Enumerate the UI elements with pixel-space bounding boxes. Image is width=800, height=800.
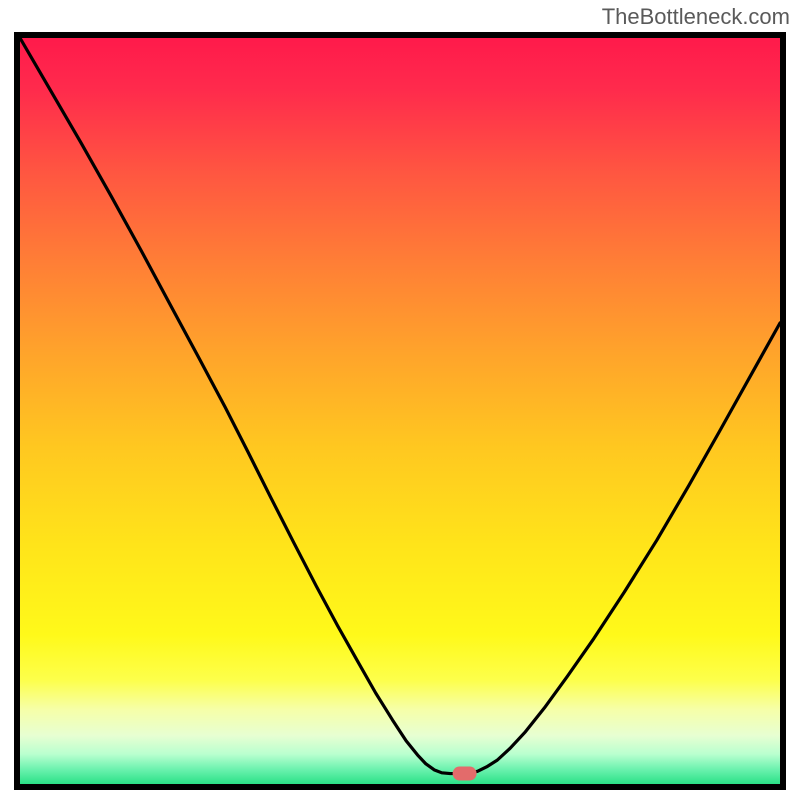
image-frame: TheBottleneck.com xyxy=(0,0,800,800)
minimum-marker xyxy=(453,767,477,781)
gradient-background xyxy=(20,38,780,784)
chart-plot-area xyxy=(14,32,786,790)
watermark-text: TheBottleneck.com xyxy=(602,4,790,30)
chart-svg xyxy=(14,32,786,790)
